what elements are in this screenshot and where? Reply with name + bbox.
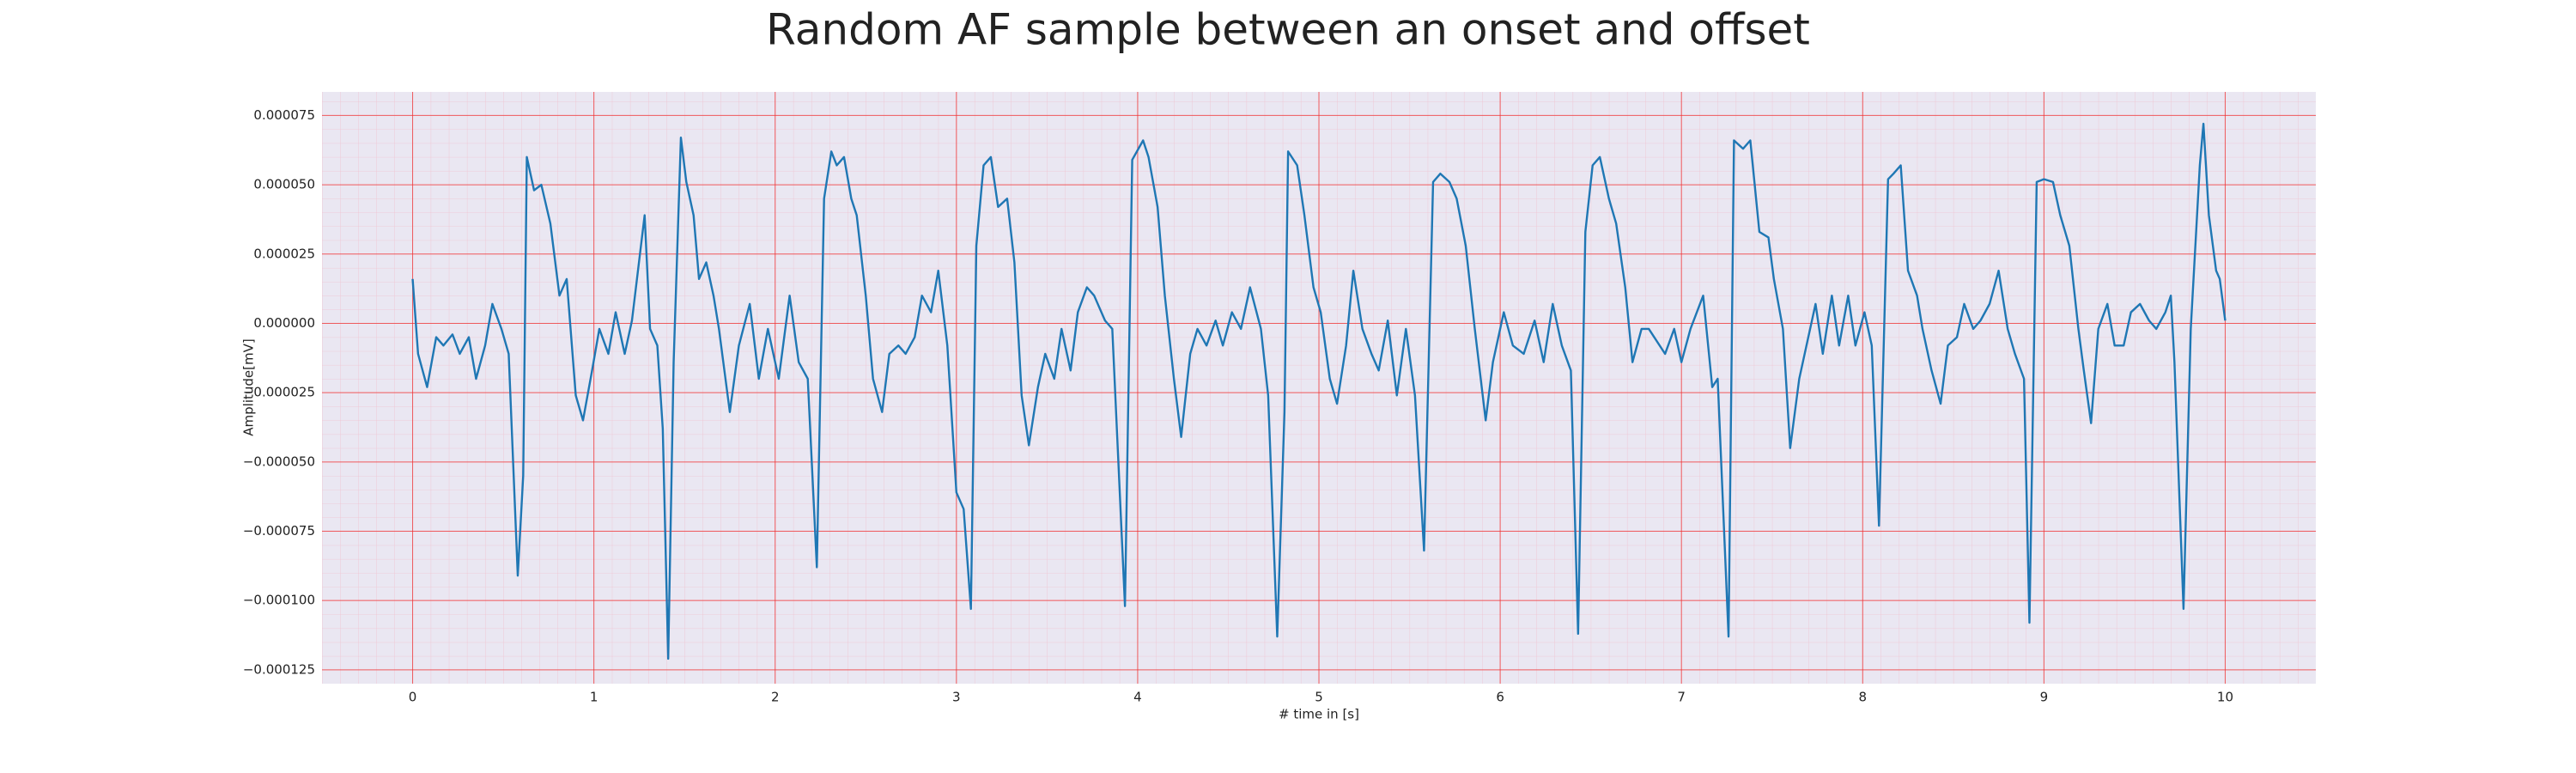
x-tick-label: 7	[1677, 690, 1686, 705]
x-tick-label: 0	[409, 690, 417, 705]
y-tick-label: −0.000125	[243, 661, 315, 677]
x-tick-label: 10	[2217, 690, 2233, 705]
x-tick-label: 2	[771, 690, 780, 705]
y-tick-label: 0.000050	[253, 177, 315, 192]
y-tick-label: −0.000075	[243, 523, 315, 539]
y-tick-label: 0.000000	[253, 315, 315, 331]
y-tick-label: 0.000075	[253, 107, 315, 123]
x-tick-label: 5	[1315, 690, 1323, 705]
y-tick-label: −0.000025	[243, 385, 315, 400]
y-tick-label: 0.000025	[253, 246, 315, 261]
x-tick-label: 9	[2040, 690, 2049, 705]
y-tick-label: −0.000050	[243, 453, 315, 469]
x-tick-label: 4	[1133, 690, 1142, 705]
x-tick-label: 3	[952, 690, 961, 705]
x-axis-label: # time in [s]	[1279, 707, 1359, 722]
x-tick-label: 6	[1496, 690, 1504, 705]
y-axis-label: Amplitude[mV]	[241, 338, 257, 435]
signal-line	[411, 122, 2227, 660]
x-tick-label: 8	[1858, 690, 1867, 705]
chart-title: Random AF sample between an onset and of…	[766, 5, 1810, 55]
y-tick-label: −0.000100	[243, 593, 315, 608]
x-tick-label: 1	[590, 690, 598, 705]
